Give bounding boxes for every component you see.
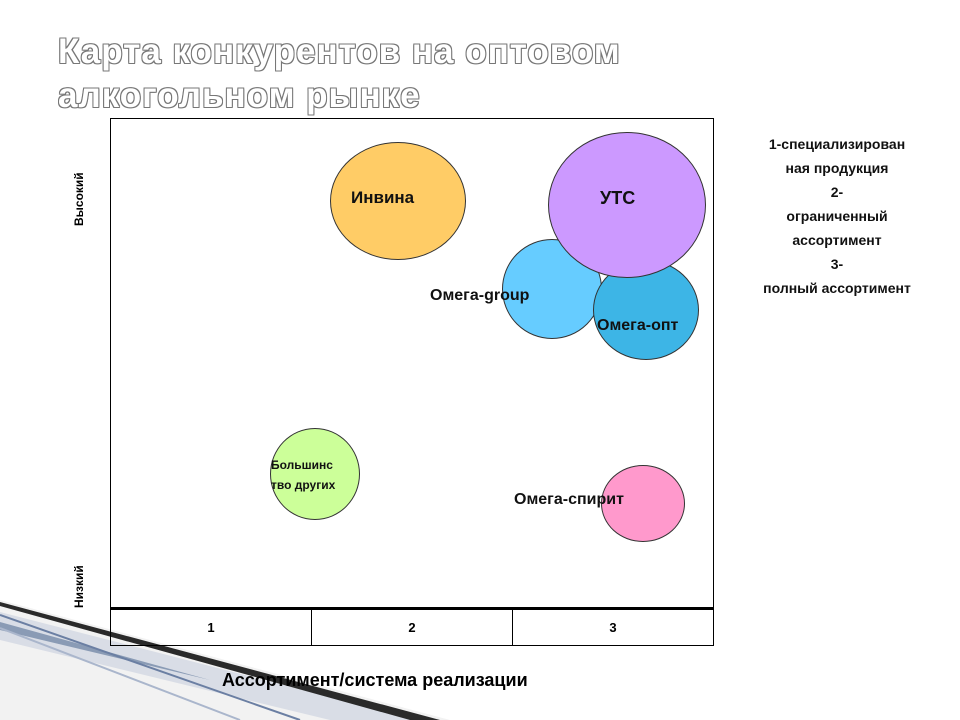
bubble-omega-group — [502, 239, 602, 339]
y-axis-high-label: Высокий — [72, 172, 86, 226]
x-tick-2: 2 — [312, 610, 513, 645]
x-tick-3: 3 — [609, 620, 617, 635]
bubble-majority-others — [270, 428, 360, 520]
legend-line: ная продукция — [785, 160, 889, 176]
bubble-uts — [548, 132, 706, 278]
bubble-invina — [330, 142, 466, 260]
bubble-label-omega-spirit: Омега-спирит — [514, 491, 624, 508]
bubble-omega-spirit — [601, 465, 685, 542]
legend-line: 3- — [830, 256, 844, 272]
legend-line: 1-специализирован — [768, 136, 906, 152]
page-title: Карта конкурентов на оптовом алкогольном… — [58, 32, 621, 115]
bubble-label-omega-opt: Омега-опт — [597, 317, 679, 334]
bubble-label-majority-line1: Большинс — [271, 458, 333, 472]
bubble-omega-opt — [593, 260, 699, 360]
legend-line: 2- — [830, 184, 844, 200]
y-axis-low-label: Низкий — [72, 565, 86, 608]
bubble-label-majority-line2: тво других — [271, 478, 336, 492]
x-tick-1: 1 — [111, 610, 312, 645]
bubble-label-invina: Инвина — [351, 188, 415, 207]
x-axis-label: Ассортимент/система реализации — [222, 670, 528, 690]
bubble-label-omega-group: Омега-group — [430, 287, 530, 304]
legend-line: ограниченный — [786, 208, 888, 224]
bubble-label-uts: УТС — [600, 188, 636, 208]
legend: 1-специализирован ная продукция 2- огран… — [730, 132, 944, 300]
x-axis-scale: 1 2 3 — [110, 608, 714, 646]
legend-line: полный ассортимент — [763, 280, 911, 296]
legend-line: ассортимент — [792, 232, 882, 248]
